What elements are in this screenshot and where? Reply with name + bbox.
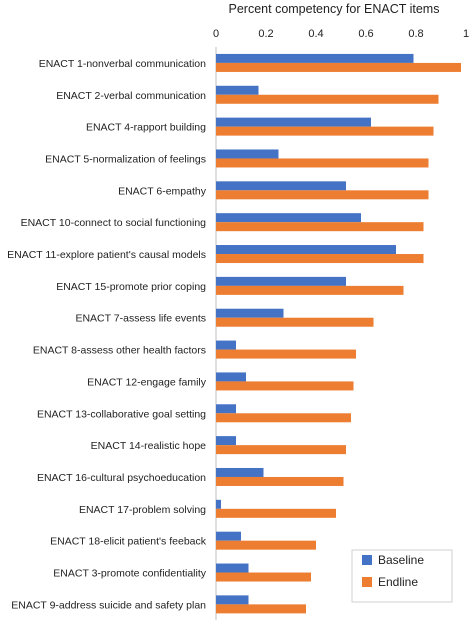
endline-bar [216, 222, 424, 232]
category-label: ENACT 4-rapport building [86, 122, 206, 134]
category-label: ENACT 6-empathy [118, 185, 207, 197]
chart-title: Percent competency for ENACT items [229, 2, 440, 16]
endline-bar [216, 445, 346, 455]
baseline-bar [216, 372, 246, 382]
category-label: ENACT 13-collaborative goal setting [37, 408, 206, 420]
baseline-bar [216, 467, 264, 477]
baseline-bar [216, 404, 236, 414]
x-tick-label: 0.4 [308, 28, 323, 40]
category-label: ENACT 1-nonverbal communication [39, 58, 206, 70]
endline-bar [216, 317, 374, 327]
category-label: ENACT 7-assess life events [75, 313, 206, 325]
endline-bar [216, 190, 429, 200]
x-tick-label: 1 [463, 28, 469, 40]
endline-bar [216, 158, 429, 168]
category-label: ENACT 15-promote prior coping [56, 281, 206, 293]
x-axis-ticks: 0 0.2 0.4 0.6 0.8 1 [213, 28, 469, 40]
endline-bar [216, 508, 336, 518]
baseline-bar [216, 436, 236, 446]
x-tick-label: 0 [213, 28, 219, 40]
category-label: ENACT 3-promote confidentiality [53, 568, 206, 580]
x-tick-label: 0.2 [258, 28, 273, 40]
endline-bar [216, 540, 316, 550]
baseline-bar [216, 276, 346, 286]
category-labels: ENACT 1-nonverbal communication ENACT 2-v… [7, 58, 207, 611]
category-label: ENACT 11-explore patient's causal models [7, 249, 206, 261]
baseline-bar [216, 308, 284, 318]
endline-bar [216, 413, 351, 423]
endline-bar [216, 476, 344, 486]
baseline-bar [216, 149, 279, 159]
legend-swatch [362, 555, 372, 565]
baseline-bar [216, 117, 371, 127]
baseline-bar [216, 213, 361, 223]
category-label: ENACT 9-address suicide and safety plan [11, 599, 206, 611]
endline-bar [216, 126, 434, 136]
category-label: ENACT 8-assess other health factors [33, 345, 206, 357]
endline-bar [216, 381, 354, 391]
baseline-bar [216, 53, 414, 63]
endline-bar [216, 254, 424, 264]
endline-bar [216, 349, 356, 359]
baseline-bar [216, 499, 221, 509]
category-label: ENACT 2-verbal communication [56, 90, 206, 102]
category-label: ENACT 16-cultural psychoeducation [37, 472, 206, 484]
legend-label: Baseline [378, 553, 424, 567]
baseline-bar [216, 181, 346, 191]
legend-label: Endline [378, 575, 418, 589]
baseline-bar [216, 531, 241, 541]
baseline-bar [216, 245, 396, 255]
x-tick-label: 0.8 [408, 28, 423, 40]
x-tick-label: 0.6 [358, 28, 373, 40]
category-label: ENACT 5-normalization of feelings [45, 153, 206, 165]
endline-bar [216, 604, 306, 614]
baseline-bar [216, 340, 236, 350]
endline-bar [216, 572, 311, 582]
category-label: ENACT 12-engage family [87, 376, 207, 388]
legend-swatch [362, 577, 372, 587]
endline-bar [216, 285, 404, 295]
endline-bar [216, 62, 461, 72]
endline-bar [216, 94, 439, 104]
legend: Baseline Endline [351, 549, 453, 603]
category-label: ENACT 17-problem solving [79, 504, 206, 516]
baseline-bar [216, 595, 249, 605]
category-label: ENACT 18-elicit patient's feeback [50, 536, 207, 548]
bars [216, 53, 461, 614]
category-label: ENACT 10-connect to social functioning [21, 217, 207, 229]
baseline-bar [216, 563, 249, 573]
category-label: ENACT 14-realistic hope [91, 440, 207, 452]
baseline-bar [216, 85, 259, 95]
